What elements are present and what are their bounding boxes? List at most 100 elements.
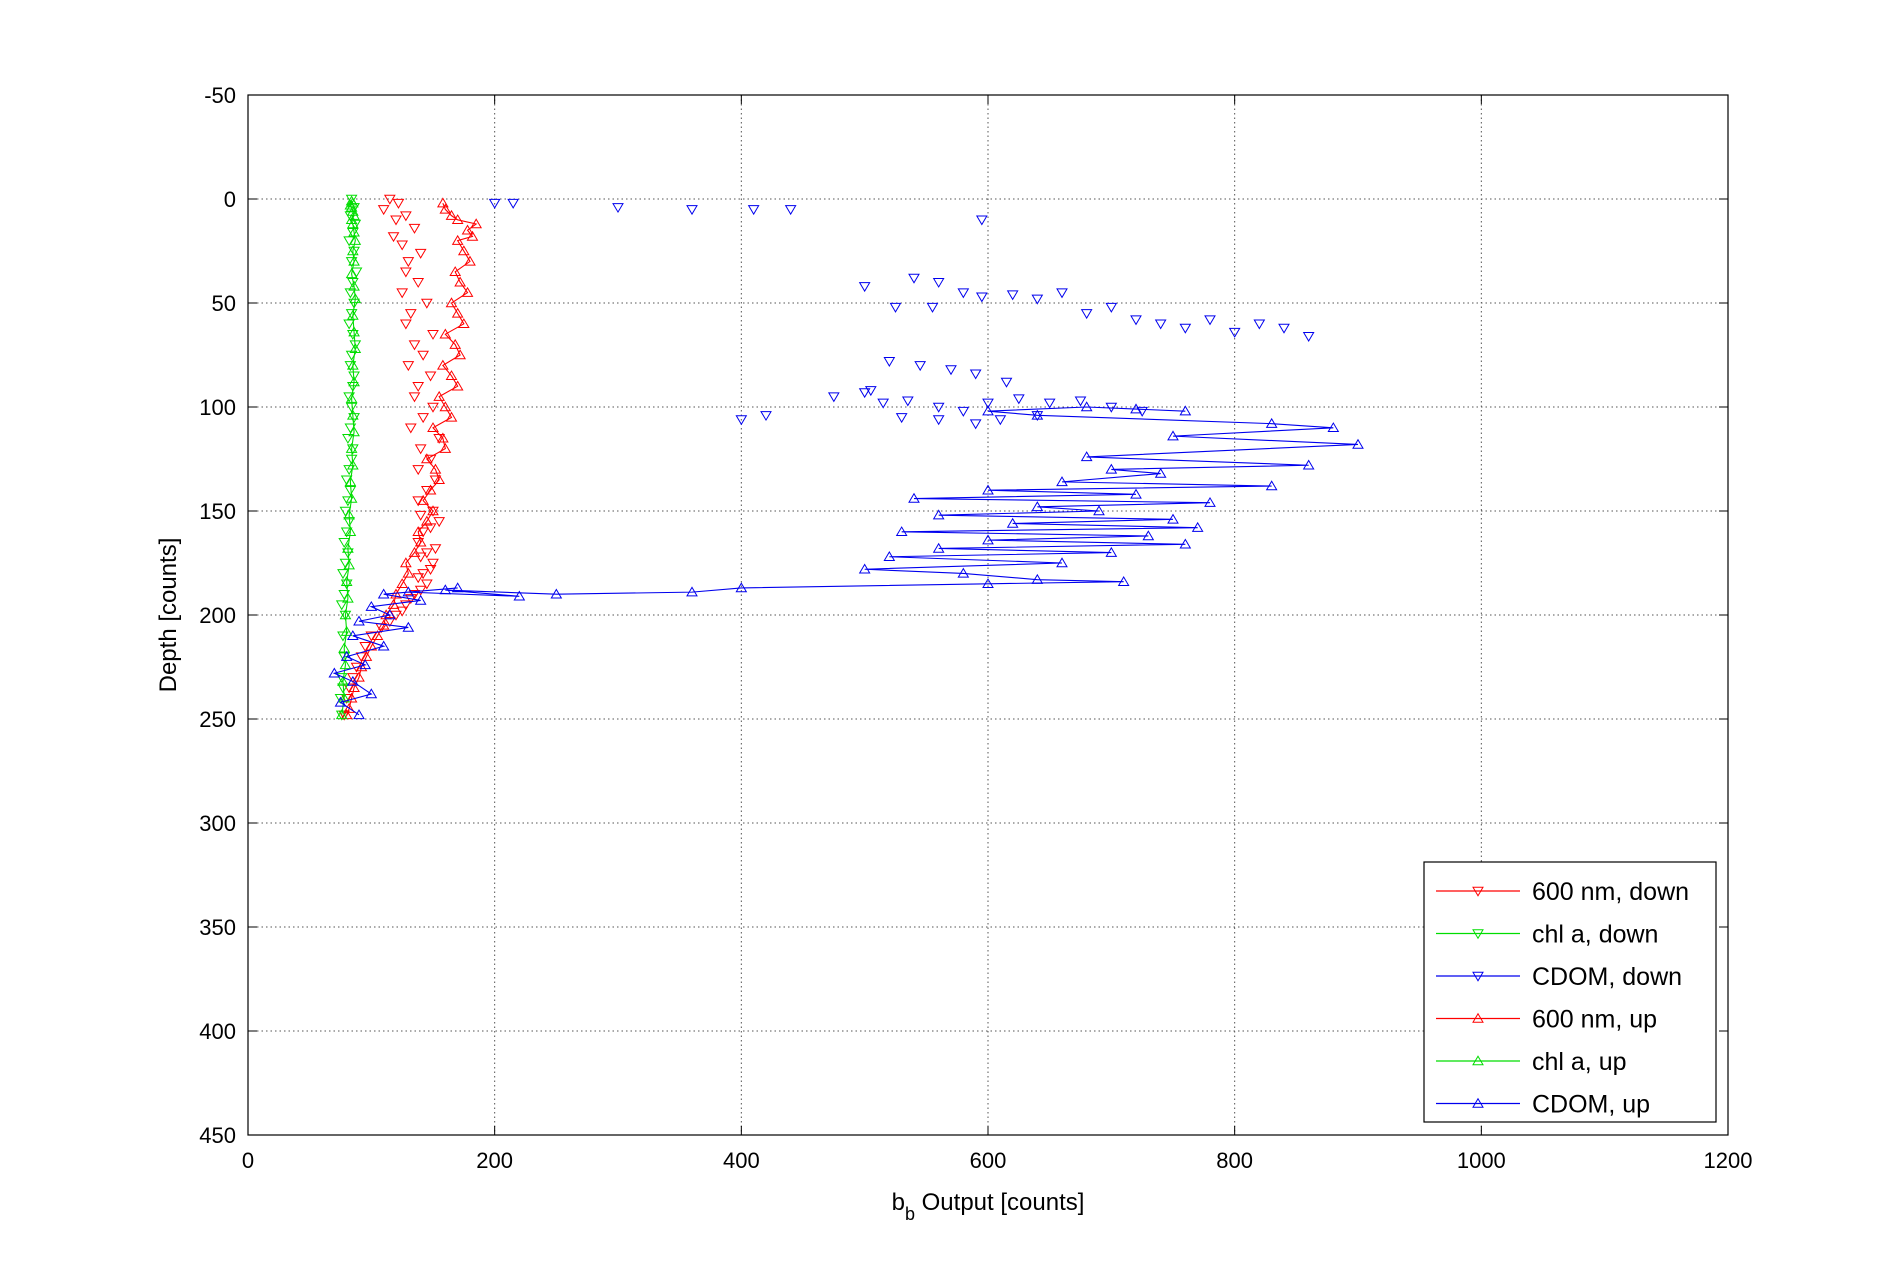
data-point bbox=[883, 356, 896, 367]
data-point bbox=[1228, 327, 1241, 338]
data-point bbox=[365, 600, 378, 611]
data-point bbox=[353, 671, 365, 682]
data-point bbox=[957, 406, 970, 417]
data-point bbox=[402, 257, 415, 268]
data-point bbox=[760, 411, 772, 422]
series-line bbox=[341, 200, 356, 715]
data-point bbox=[451, 307, 464, 318]
series-cdom-up bbox=[328, 401, 1364, 720]
x-tick-label: 200 bbox=[476, 1148, 513, 1173]
data-point bbox=[349, 340, 362, 351]
data-point bbox=[451, 234, 464, 245]
data-point bbox=[348, 255, 360, 266]
data-point bbox=[433, 390, 446, 401]
data-point bbox=[439, 584, 452, 595]
data-point bbox=[1105, 546, 1118, 557]
data-point bbox=[1265, 417, 1278, 428]
data-point bbox=[1130, 488, 1142, 499]
data-point bbox=[365, 688, 378, 699]
x-tick-label: 400 bbox=[723, 1148, 760, 1173]
data-point bbox=[345, 195, 358, 206]
data-point bbox=[377, 588, 390, 599]
data-point bbox=[346, 630, 359, 641]
series-layer bbox=[328, 194, 1364, 721]
data-point bbox=[412, 277, 425, 288]
data-point bbox=[348, 280, 360, 291]
data-point bbox=[340, 650, 353, 661]
data-point bbox=[414, 594, 427, 605]
data-point bbox=[1031, 573, 1044, 584]
data-point bbox=[858, 563, 871, 574]
data-point bbox=[414, 248, 427, 259]
data-point bbox=[346, 459, 359, 470]
y-tick-label: 350 bbox=[199, 915, 236, 940]
data-point bbox=[344, 526, 357, 537]
data-point bbox=[346, 675, 359, 686]
data-point bbox=[1179, 538, 1192, 549]
data-point bbox=[1093, 505, 1105, 516]
data-point bbox=[445, 209, 458, 220]
data-point bbox=[445, 411, 458, 422]
data-point bbox=[1204, 496, 1216, 507]
data-point bbox=[383, 194, 396, 205]
data-point bbox=[335, 709, 348, 720]
data-point bbox=[412, 381, 425, 392]
data-point bbox=[926, 302, 939, 313]
legend-label: 600 nm, up bbox=[1532, 1006, 1657, 1034]
data-point bbox=[982, 534, 994, 545]
data-point bbox=[1117, 575, 1130, 586]
legend-label: chl a, down bbox=[1532, 921, 1658, 949]
data-point bbox=[396, 240, 409, 251]
data-point bbox=[404, 309, 417, 320]
x-tick-label: 1200 bbox=[1704, 1148, 1753, 1173]
data-point bbox=[975, 292, 988, 303]
data-point bbox=[1006, 290, 1019, 301]
data-point bbox=[1056, 288, 1068, 299]
data-point bbox=[399, 600, 412, 611]
data-point bbox=[429, 475, 442, 486]
y-tick-label: -50 bbox=[204, 83, 236, 108]
legend-box bbox=[1423, 861, 1717, 1123]
data-point bbox=[908, 492, 920, 503]
data-point bbox=[396, 288, 409, 299]
data-point bbox=[550, 588, 563, 599]
data-point bbox=[414, 444, 427, 455]
legend: 600 nm, down chl a, down CDOM, down 600 nm,… bbox=[1423, 861, 1717, 1123]
x-axis-label-sub: b bbox=[905, 1204, 915, 1224]
legend-marker bbox=[1472, 971, 1484, 982]
x-tick-label: 0 bbox=[242, 1148, 254, 1173]
data-point bbox=[404, 423, 417, 434]
data-point bbox=[346, 359, 359, 370]
data-point bbox=[889, 302, 902, 313]
data-point bbox=[339, 609, 352, 620]
x-axis-label-main: b bbox=[892, 1189, 905, 1216]
data-point bbox=[735, 582, 748, 593]
data-point bbox=[345, 692, 358, 703]
y-tick-label: 200 bbox=[199, 603, 236, 628]
data-point bbox=[932, 542, 945, 553]
data-point bbox=[420, 515, 433, 526]
data-point bbox=[945, 365, 957, 376]
data-point bbox=[1012, 394, 1025, 405]
data-point bbox=[387, 232, 400, 243]
data-point bbox=[392, 198, 405, 209]
data-point bbox=[686, 205, 698, 216]
data-point bbox=[353, 615, 365, 626]
data-point bbox=[427, 505, 439, 516]
data-point bbox=[399, 557, 412, 568]
data-point bbox=[735, 415, 748, 426]
legend-marker bbox=[1472, 929, 1484, 940]
data-point bbox=[1204, 315, 1216, 326]
data-point bbox=[1136, 406, 1149, 417]
data-point bbox=[399, 267, 412, 278]
data-point bbox=[454, 276, 467, 287]
data-point bbox=[433, 517, 446, 528]
data-point bbox=[439, 401, 452, 412]
data-point bbox=[340, 575, 353, 586]
data-point bbox=[1080, 451, 1093, 462]
data-point bbox=[827, 392, 840, 403]
data-point bbox=[402, 567, 415, 578]
series-line bbox=[346, 202, 478, 716]
data-point bbox=[457, 318, 470, 329]
data-point bbox=[399, 319, 412, 330]
